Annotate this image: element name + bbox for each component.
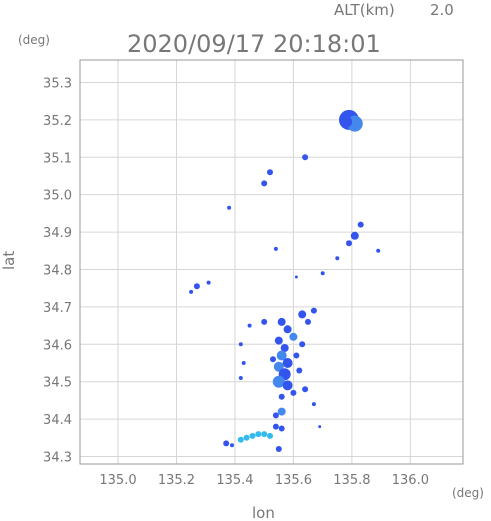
- echo-point: [272, 375, 285, 388]
- echo-point: [298, 310, 307, 319]
- echo-point: [318, 425, 322, 429]
- echo-point: [290, 389, 297, 396]
- echo-point: [296, 367, 303, 374]
- plot-frame: [79, 59, 464, 465]
- echo-point: [261, 318, 268, 325]
- echo-point: [293, 352, 300, 359]
- y-tick-label: 35.1: [43, 151, 72, 166]
- echo-point: [310, 307, 317, 314]
- echo-point: [238, 376, 243, 380]
- echo-point: [270, 356, 276, 363]
- echo-point: [283, 325, 292, 334]
- echo-point: [340, 115, 353, 128]
- grid: [80, 60, 463, 464]
- y-tick-label: 34.4: [43, 413, 72, 428]
- echo-points: [189, 109, 381, 452]
- x-tick-label: 135.4: [216, 473, 253, 488]
- echo-point: [237, 436, 244, 443]
- echo-point: [302, 386, 309, 393]
- altitude-value: 2.0: [430, 1, 454, 19]
- echo-point: [272, 423, 279, 430]
- echo-point: [277, 407, 286, 416]
- y-tick-label: 35.2: [43, 114, 72, 129]
- echo-point: [275, 446, 282, 452]
- y-tick-label: 34.7: [43, 301, 72, 316]
- y-tick-label: 35.3: [43, 76, 72, 91]
- echo-point: [357, 221, 364, 228]
- x-tick-label: 136.0: [392, 473, 429, 488]
- y-tick-label: 35.0: [43, 189, 72, 204]
- echo-point: [346, 240, 352, 247]
- echo-point: [335, 256, 340, 261]
- echo-point: [261, 180, 268, 187]
- y-tick-label: 34.6: [43, 338, 72, 353]
- echo-point: [267, 169, 273, 176]
- echo-point: [302, 154, 309, 161]
- echo-point: [189, 289, 194, 294]
- echo-point: [238, 342, 243, 347]
- echo-point: [206, 280, 211, 285]
- x-tick-label: 135.0: [99, 473, 136, 488]
- y-tick-label: 34.8: [43, 263, 72, 278]
- x-tick-labels: 135.0 135.2 135.4 135.6 135.8 136.0: [99, 473, 429, 488]
- echo-point: [273, 361, 284, 372]
- echo-point: [277, 317, 286, 326]
- y-tick-label: 34.3: [43, 451, 72, 466]
- echo-point: [255, 431, 262, 438]
- echo-point: [311, 402, 316, 407]
- echo-point: [282, 380, 293, 391]
- x-tick-label: 135.2: [158, 473, 195, 488]
- echo-point: [241, 361, 246, 365]
- echo-point: [267, 432, 273, 439]
- echo-point: [350, 231, 359, 240]
- echo-point: [223, 440, 230, 447]
- echo-point: [243, 434, 250, 441]
- echo-point: [272, 412, 279, 419]
- echo-point: [249, 432, 256, 439]
- echo-point: [274, 336, 283, 345]
- echo-point: [230, 443, 234, 448]
- echo-point: [299, 341, 306, 348]
- y-tick-label: 34.9: [43, 226, 72, 241]
- echo-point: [289, 332, 298, 341]
- x-tick-label: 135.8: [333, 473, 370, 488]
- x-tick-label: 135.6: [275, 473, 312, 488]
- echo-point: [294, 275, 298, 279]
- echo-point: [320, 271, 325, 276]
- echo-point: [273, 246, 278, 251]
- echo-point: [280, 344, 289, 352]
- timestamp: 2020/09/17 20:18:01: [127, 30, 381, 58]
- echo-point: [193, 283, 200, 290]
- y-tick-labels: 34.3 34.4 34.5 34.6 34.7 34.8 34.9 35.0 35.1 35.2…: [43, 76, 72, 465]
- echo-point: [305, 318, 311, 325]
- echo-point: [278, 393, 285, 400]
- echo-point: [282, 358, 293, 368]
- x-unit-label: (deg): [452, 486, 484, 500]
- y-unit-label: (deg): [18, 33, 50, 47]
- echo-point: [227, 205, 232, 210]
- x-axis-label: lon: [252, 504, 275, 521]
- echo-point: [247, 323, 252, 328]
- y-axis-label: lat: [0, 251, 18, 270]
- echo-point: [278, 425, 285, 432]
- altitude-label: ALT(km): [334, 1, 395, 19]
- y-tick-label: 34.5: [43, 376, 72, 391]
- echo-point: [376, 248, 381, 253]
- echo-point: [276, 350, 287, 361]
- echo-point: [261, 431, 268, 438]
